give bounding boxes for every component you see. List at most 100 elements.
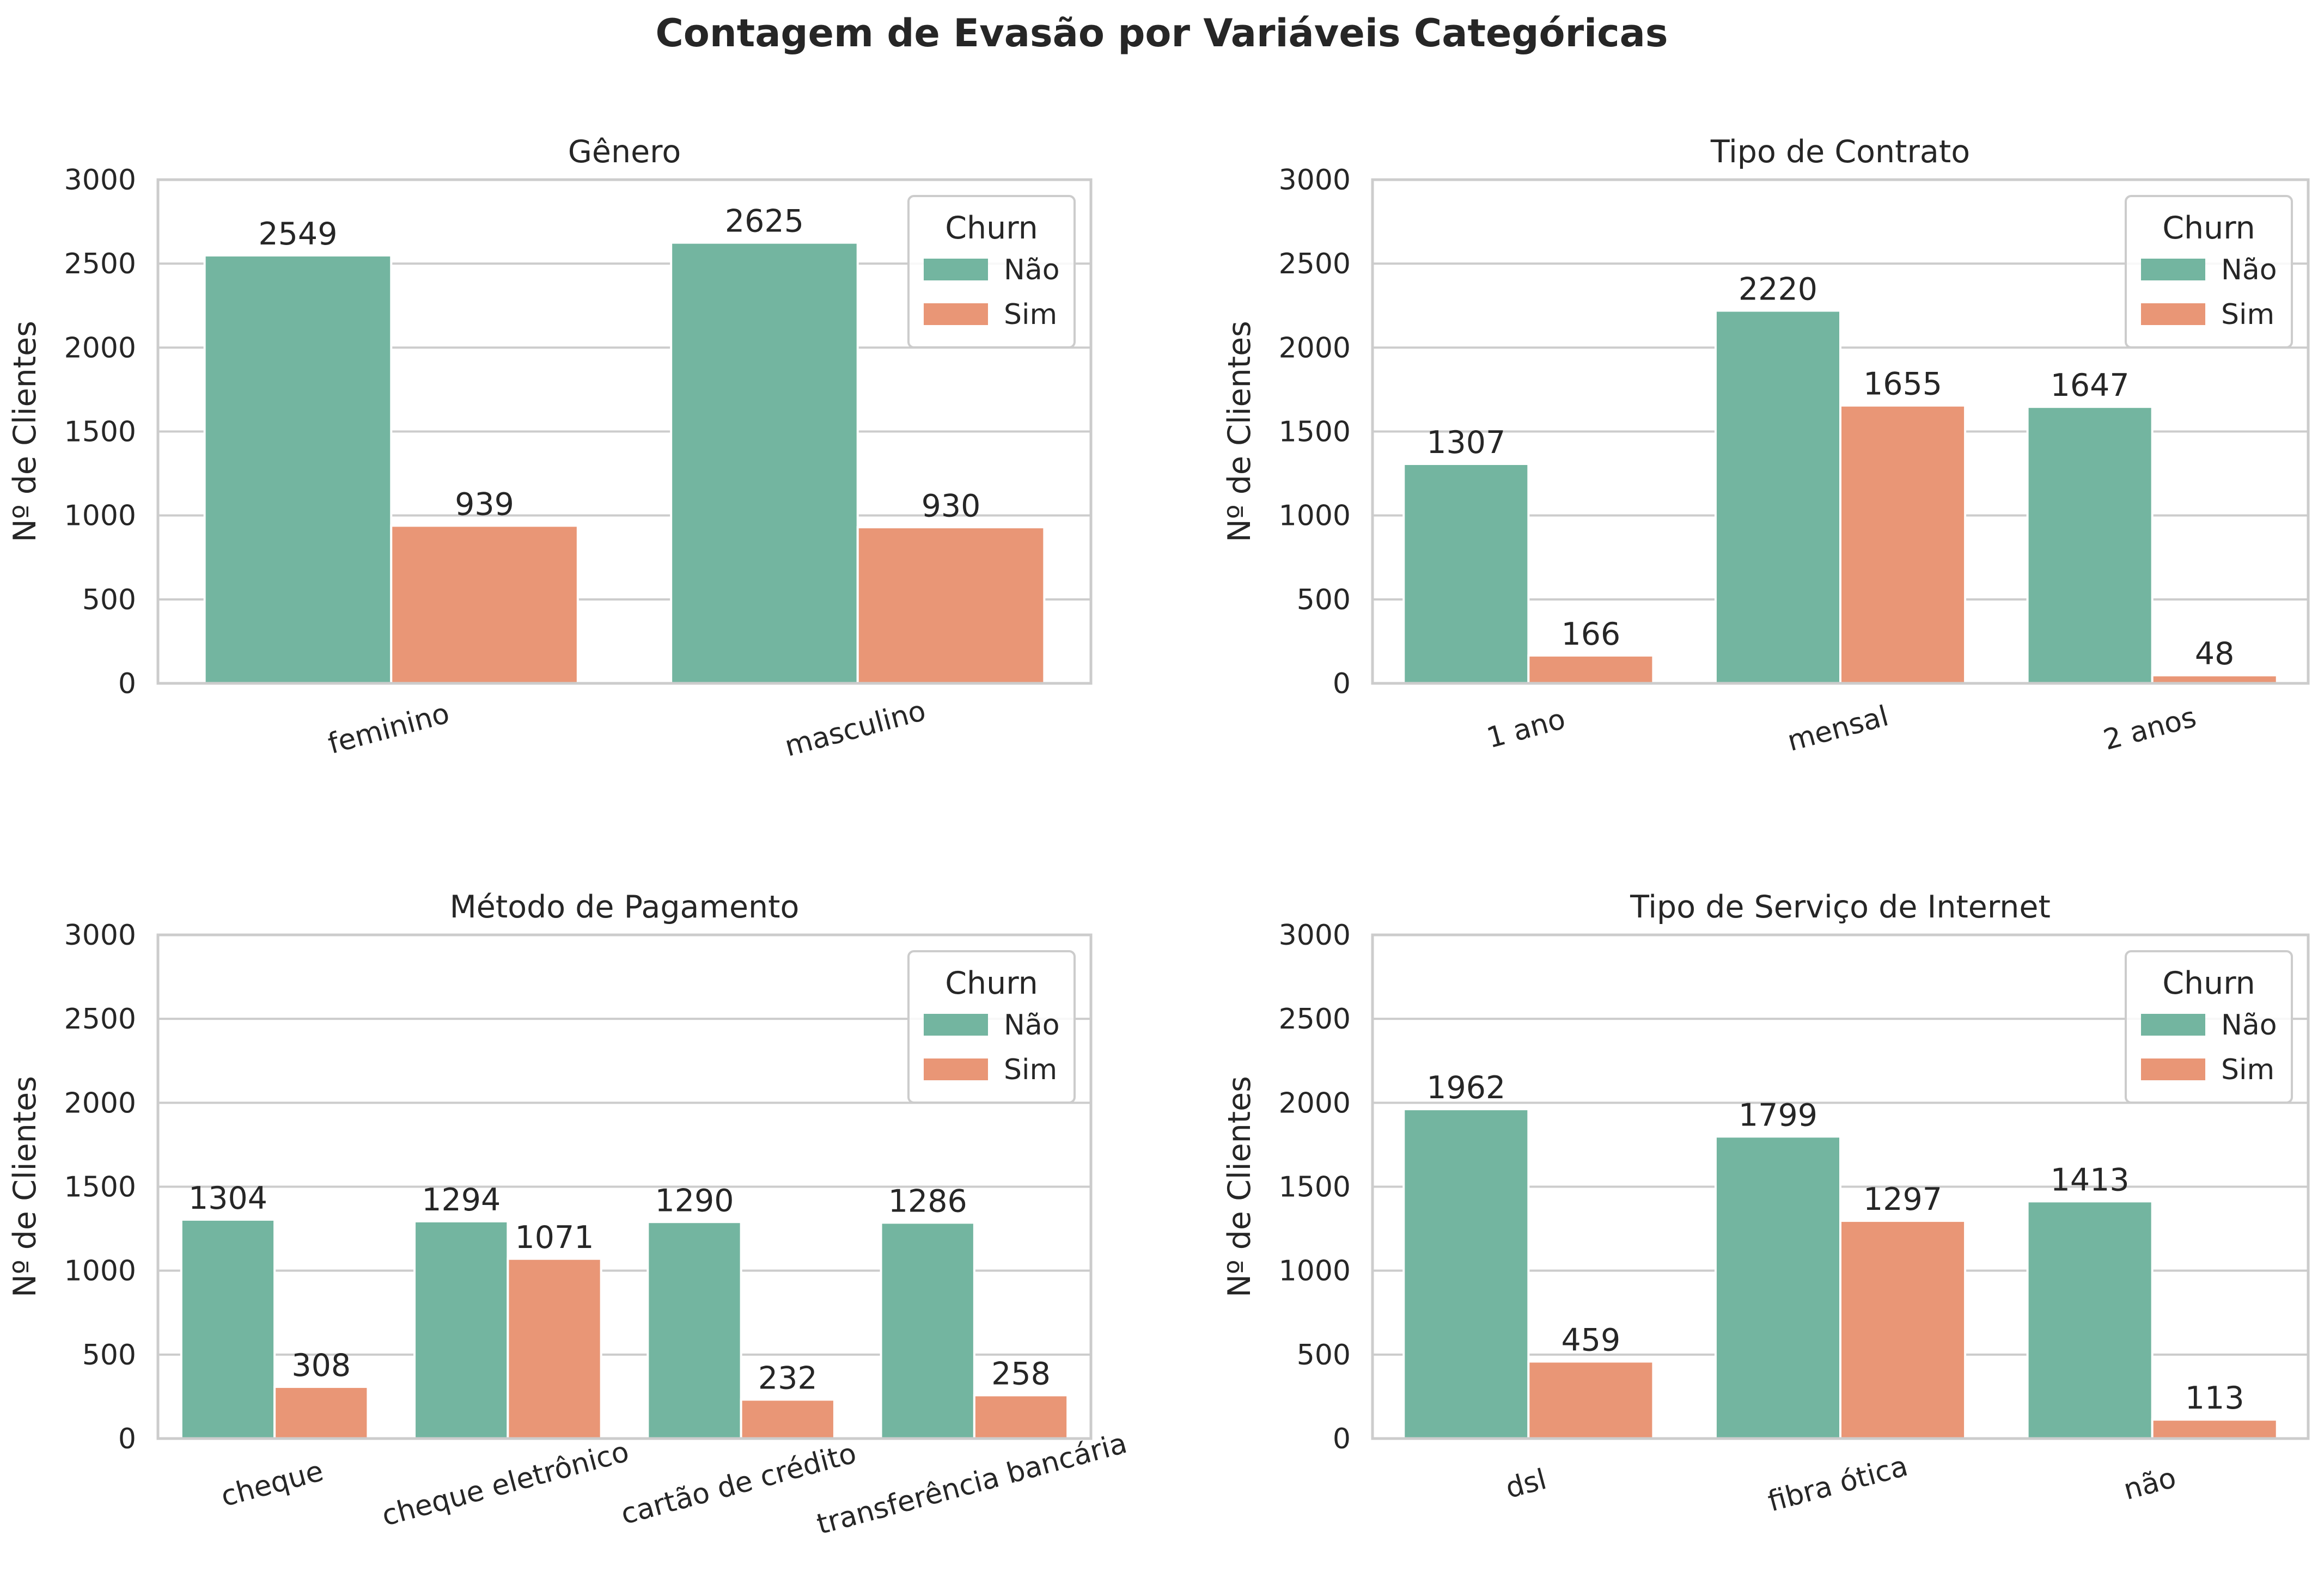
bar-value-label: 1071 bbox=[515, 1220, 594, 1256]
legend: Churn Não Sim bbox=[2125, 950, 2293, 1104]
y-axis-label: Nº de Clientes bbox=[7, 321, 43, 542]
bar-no bbox=[1714, 309, 1842, 684]
y-tick-label: 500 bbox=[1297, 1339, 1351, 1372]
x-tick-label: transferência bancária bbox=[813, 1427, 1130, 1541]
legend-label: Sim bbox=[1004, 298, 1057, 331]
legend-title: Churn bbox=[945, 965, 1038, 1001]
legend-label: Não bbox=[1004, 1009, 1060, 1042]
subplot-title: Gênero bbox=[568, 134, 681, 170]
legend-title: Churn bbox=[2162, 210, 2255, 246]
bar-no bbox=[646, 1221, 742, 1440]
bar-value-label: 1647 bbox=[2051, 368, 2130, 403]
bar-no bbox=[1402, 463, 1530, 685]
y-tick-label: 1000 bbox=[1279, 1255, 1351, 1288]
plot-frame bbox=[156, 178, 1093, 685]
legend-title: Churn bbox=[2162, 965, 2255, 1001]
bar-sim bbox=[1527, 654, 1655, 684]
bar-value-label: 1297 bbox=[1863, 1182, 1942, 1217]
bar-value-label: 48 bbox=[2195, 636, 2235, 672]
y-tick-label: 0 bbox=[1333, 1423, 1351, 1455]
legend-swatch bbox=[2141, 259, 2205, 280]
bar-sim bbox=[273, 1386, 369, 1440]
bar-sim bbox=[740, 1398, 835, 1440]
subplot-4: 0 500 1000 1500 2000 2500 3000 1962 459 dsl 1799 12… bbox=[1222, 889, 2310, 1519]
legend-swatch bbox=[2141, 303, 2205, 325]
subplot-title: Método de Pagamento bbox=[450, 889, 800, 925]
bar-no bbox=[1402, 1108, 1530, 1440]
y-tick-label: 1500 bbox=[1279, 1171, 1351, 1204]
y-tick-label: 0 bbox=[1333, 668, 1351, 700]
x-tick-label: dsl bbox=[1502, 1463, 1550, 1505]
bar-no bbox=[670, 241, 859, 684]
y-tick-label: 2000 bbox=[64, 332, 136, 364]
bar-no bbox=[2026, 406, 2154, 684]
bar-value-label: 1290 bbox=[655, 1183, 734, 1219]
x-tick-label: feminino bbox=[325, 697, 453, 761]
legend: Churn Não Sim bbox=[907, 195, 1076, 348]
legend: Churn Não Sim bbox=[2125, 195, 2293, 348]
bar-value-label: 2549 bbox=[258, 216, 337, 252]
plot-frame bbox=[1371, 933, 2310, 1440]
plot-frame bbox=[156, 933, 1093, 1440]
x-tick-label: 1 ano bbox=[1484, 703, 1569, 755]
subplot-1: 0 500 1000 1500 2000 2500 3000 2549 939 feminino 2… bbox=[7, 134, 1093, 763]
y-axis-label: Nº de Clientes bbox=[1222, 1076, 1258, 1298]
bar-no bbox=[180, 1218, 276, 1440]
legend-label: Sim bbox=[1004, 1054, 1057, 1086]
y-tick-label: 0 bbox=[118, 1423, 136, 1455]
y-axis-label: Nº de Clientes bbox=[7, 1076, 43, 1298]
x-tick-label: não bbox=[2120, 1461, 2180, 1507]
y-tick-label: 2000 bbox=[64, 1087, 136, 1119]
legend-swatch bbox=[924, 1014, 988, 1036]
bar-value-label: 1286 bbox=[888, 1183, 967, 1219]
y-tick-label: 2500 bbox=[1279, 248, 1351, 280]
legend-label: Não bbox=[1004, 254, 1060, 286]
y-tick-label: 0 bbox=[118, 668, 136, 700]
bar-value-label: 166 bbox=[1561, 616, 1620, 652]
x-tick-label: fibra ótica bbox=[1765, 1450, 1911, 1519]
bar-value-label: 939 bbox=[455, 486, 514, 522]
x-tick-label: cheque eletrônico bbox=[379, 1435, 632, 1533]
subplot-2: 0 500 1000 1500 2000 2500 3000 1307 166 1 ano 2220… bbox=[1222, 134, 2310, 758]
bar-sim bbox=[1527, 1360, 1655, 1440]
y-tick-label: 2000 bbox=[1279, 332, 1351, 364]
subplot-title: Tipo de Serviço de Internet bbox=[1630, 889, 2051, 925]
legend-label: Não bbox=[2221, 1009, 2277, 1042]
bar-sim bbox=[507, 1257, 602, 1440]
x-tick-label: masculino bbox=[782, 694, 929, 763]
bar-value-label: 1304 bbox=[188, 1180, 267, 1216]
y-tick-label: 1000 bbox=[64, 500, 136, 533]
bar-no bbox=[203, 254, 393, 684]
y-tick-label: 1500 bbox=[64, 416, 136, 449]
y-tick-label: 500 bbox=[1297, 584, 1351, 616]
legend: Churn Não Sim bbox=[907, 950, 1076, 1104]
bar-sim bbox=[856, 526, 1046, 684]
bar-no bbox=[2026, 1200, 2154, 1440]
figure-title: Contagem de Evasão por Variáveis Categór… bbox=[655, 11, 1668, 56]
bar-value-label: 258 bbox=[991, 1356, 1051, 1392]
bar-value-label: 930 bbox=[922, 488, 981, 524]
bar-no bbox=[1714, 1135, 1842, 1440]
bar-sim bbox=[1839, 404, 1967, 684]
y-tick-label: 2000 bbox=[1279, 1087, 1351, 1119]
bar-value-label: 1655 bbox=[1863, 366, 1942, 402]
bar-value-label: 1799 bbox=[1739, 1097, 1817, 1133]
y-tick-label: 3000 bbox=[64, 164, 136, 197]
legend-label: Não bbox=[2221, 254, 2277, 286]
bar-value-label: 308 bbox=[291, 1348, 351, 1384]
bar-value-label: 1962 bbox=[1426, 1070, 1505, 1106]
bar-value-label: 1307 bbox=[1426, 425, 1505, 461]
bar-value-label: 2220 bbox=[1739, 272, 1817, 308]
legend-swatch bbox=[924, 303, 988, 325]
bar-value-label: 113 bbox=[2185, 1380, 2244, 1416]
bar-sim bbox=[390, 524, 579, 684]
legend-swatch bbox=[2141, 1058, 2205, 1080]
bar-sim bbox=[973, 1394, 1069, 1440]
bar-no bbox=[880, 1221, 975, 1440]
bar-sim bbox=[1839, 1220, 1967, 1440]
subplot-title: Tipo de Contrato bbox=[1710, 134, 1970, 170]
x-tick-label: mensal bbox=[1784, 700, 1892, 758]
y-tick-label: 3000 bbox=[64, 919, 136, 952]
y-tick-label: 500 bbox=[82, 584, 136, 616]
